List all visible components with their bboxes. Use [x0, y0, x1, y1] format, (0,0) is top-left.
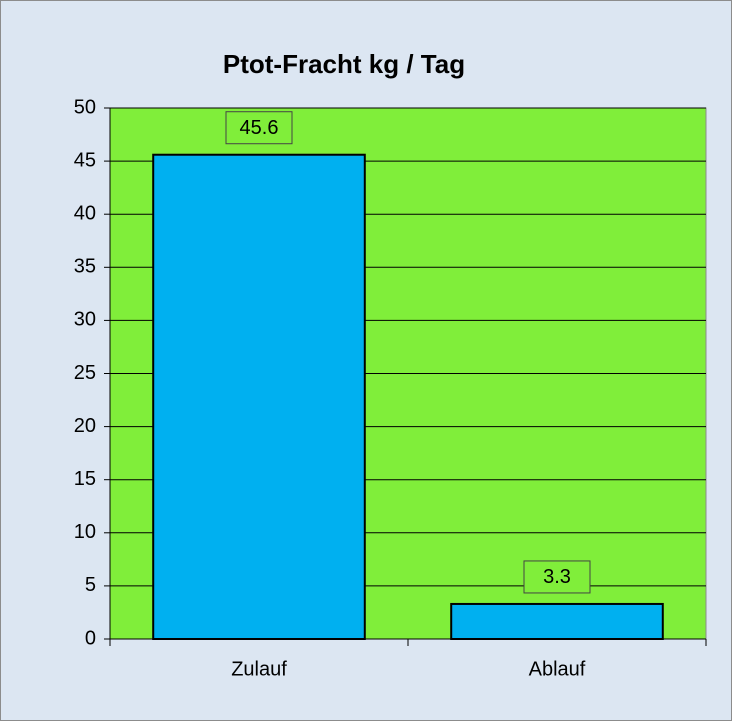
- data-label-box: [523, 560, 591, 594]
- y-tick-label: 5: [85, 574, 96, 596]
- x-tick-label: Ablauf: [529, 658, 586, 680]
- data-label: 3.3: [543, 566, 571, 588]
- y-tick-label: 25: [74, 362, 96, 384]
- data-label: 45.6: [240, 117, 279, 139]
- bar: [450, 602, 664, 640]
- y-tick-label: 15: [74, 468, 96, 490]
- y-tick-label: 50: [74, 96, 96, 118]
- chart-title: Ptot-Fracht kg / Tag: [223, 49, 465, 79]
- y-tick-label: 35: [74, 256, 96, 278]
- y-tick-label: 40: [74, 202, 96, 224]
- y-tick-label: 0: [85, 627, 96, 649]
- bar: [152, 153, 366, 640]
- data-label-box: [225, 111, 293, 145]
- y-tick-label: 45: [74, 149, 96, 171]
- x-tick-label: Zulauf: [231, 658, 287, 680]
- y-tick-label: 30: [74, 309, 96, 331]
- y-tick-label: 20: [74, 415, 96, 437]
- y-tick-label: 10: [74, 521, 96, 543]
